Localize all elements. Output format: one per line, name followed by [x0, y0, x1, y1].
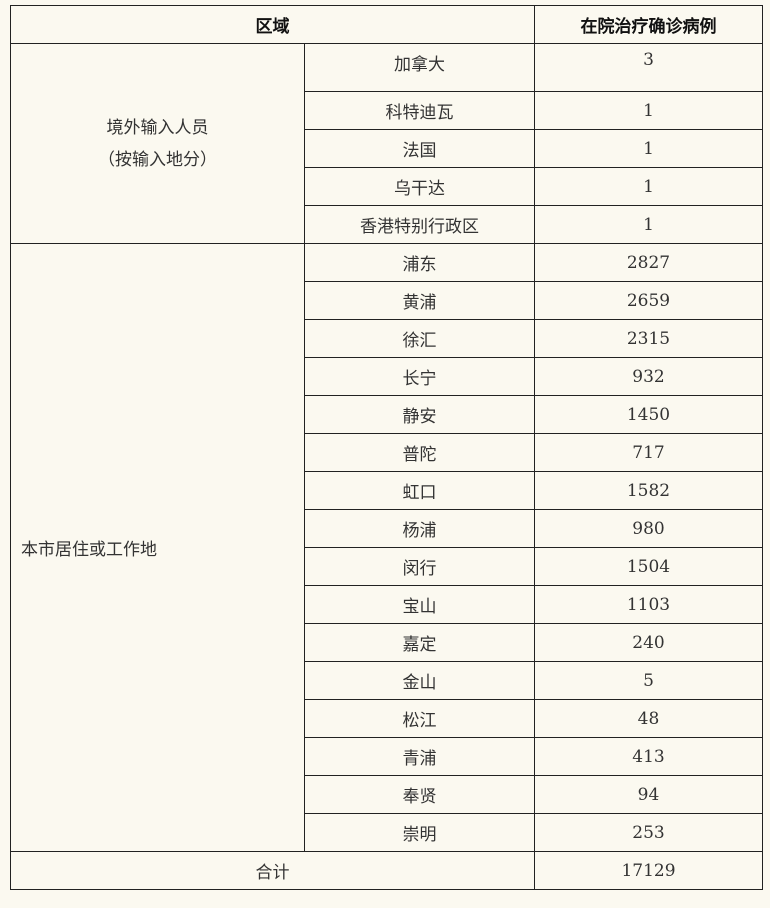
area-cell: 虹口: [304, 471, 535, 510]
area-cell: 香港特别行政区: [304, 205, 535, 244]
total-row: 合计 17129: [10, 851, 763, 890]
count-cell: 717: [534, 433, 763, 472]
area-cell: 奉贤: [304, 775, 535, 814]
table-row: 虹口 1582: [11, 471, 763, 510]
count-cell: 5: [534, 661, 763, 700]
area-cell: 黄浦: [304, 281, 535, 320]
area-cell: 加拿大: [304, 43, 535, 92]
group-imported: 境外输入人员 （按输入地分）: [10, 43, 305, 244]
count-cell: 240: [534, 623, 763, 662]
area-cell: 松江: [304, 699, 535, 738]
table-row: 境外输入人员 （按输入地分） 加拿大 3: [10, 43, 763, 244]
table-row: 科特迪瓦 1: [11, 91, 763, 130]
count-cell: 94: [534, 775, 763, 814]
count-cell: 980: [534, 509, 763, 548]
table-row: 闵行 1504: [11, 547, 763, 586]
count-cell: 1504: [534, 547, 763, 586]
table-row: 嘉定 240: [11, 623, 763, 662]
total-label: 合计: [10, 851, 535, 890]
area-cell: 宝山: [304, 585, 535, 624]
group-local: 本市居住或工作地: [10, 243, 305, 852]
table-row: 杨浦 980: [11, 509, 763, 548]
area-cell: 徐汇: [304, 319, 535, 358]
table-row: 奉贤 94: [11, 775, 763, 814]
count-cell: 48: [534, 699, 763, 738]
group-label-line1: 境外输入人员: [106, 117, 209, 138]
count-cell: 1: [534, 167, 763, 206]
table-row: 静安 1450: [11, 395, 763, 434]
table-row: 黄浦 2659: [11, 281, 763, 320]
count-cell: 1450: [534, 395, 763, 434]
header-cases: 在院治疗确诊病例: [534, 5, 763, 44]
area-cell: 闵行: [304, 547, 535, 586]
area-cell: 长宁: [304, 357, 535, 396]
group-label-line2: （按输入地分）: [98, 149, 217, 170]
table-row: 宝山 1103: [11, 585, 763, 624]
table-row: 本市居住或工作地 浦东 2827: [10, 243, 763, 852]
header-row: 区域 在院治疗确诊病例: [10, 5, 763, 44]
count-cell: 1: [534, 129, 763, 168]
count-cell: 1: [534, 205, 763, 244]
area-cell: 法国: [304, 129, 535, 168]
area-cell: 乌干达: [304, 167, 535, 206]
count-cell: 1103: [534, 585, 763, 624]
table-row: 金山 5: [11, 661, 763, 700]
table-row: 长宁 932: [11, 357, 763, 396]
count-cell: 253: [534, 813, 763, 852]
table-row: 普陀 717: [11, 433, 763, 472]
table-row: 崇明 253: [11, 813, 763, 852]
count-cell: 3: [534, 43, 763, 92]
area-cell: 科特迪瓦: [304, 91, 535, 130]
count-cell: 2315: [534, 319, 763, 358]
table-row: 徐汇 2315: [11, 319, 763, 358]
area-cell: 浦东: [304, 243, 535, 282]
area-cell: 杨浦: [304, 509, 535, 548]
area-cell: 崇明: [304, 813, 535, 852]
count-cell: 2659: [534, 281, 763, 320]
count-cell: 932: [534, 357, 763, 396]
table-row: 乌干达 1: [11, 167, 763, 206]
count-cell: 1582: [534, 471, 763, 510]
header-region: 区域: [10, 5, 535, 44]
area-cell: 普陀: [304, 433, 535, 472]
cases-table: 区域 在院治疗确诊病例 境外输入人员 （按输入地分） 加拿大 3 科特迪瓦 1 法国 1 乌干达…: [10, 5, 763, 890]
area-cell: 青浦: [304, 737, 535, 776]
count-cell: 413: [534, 737, 763, 776]
area-cell: 金山: [304, 661, 535, 700]
total-count: 17129: [534, 851, 763, 890]
area-cell: 嘉定: [304, 623, 535, 662]
count-cell: 2827: [534, 243, 763, 282]
count-cell: 1: [534, 91, 763, 130]
area-cell: 静安: [304, 395, 535, 434]
